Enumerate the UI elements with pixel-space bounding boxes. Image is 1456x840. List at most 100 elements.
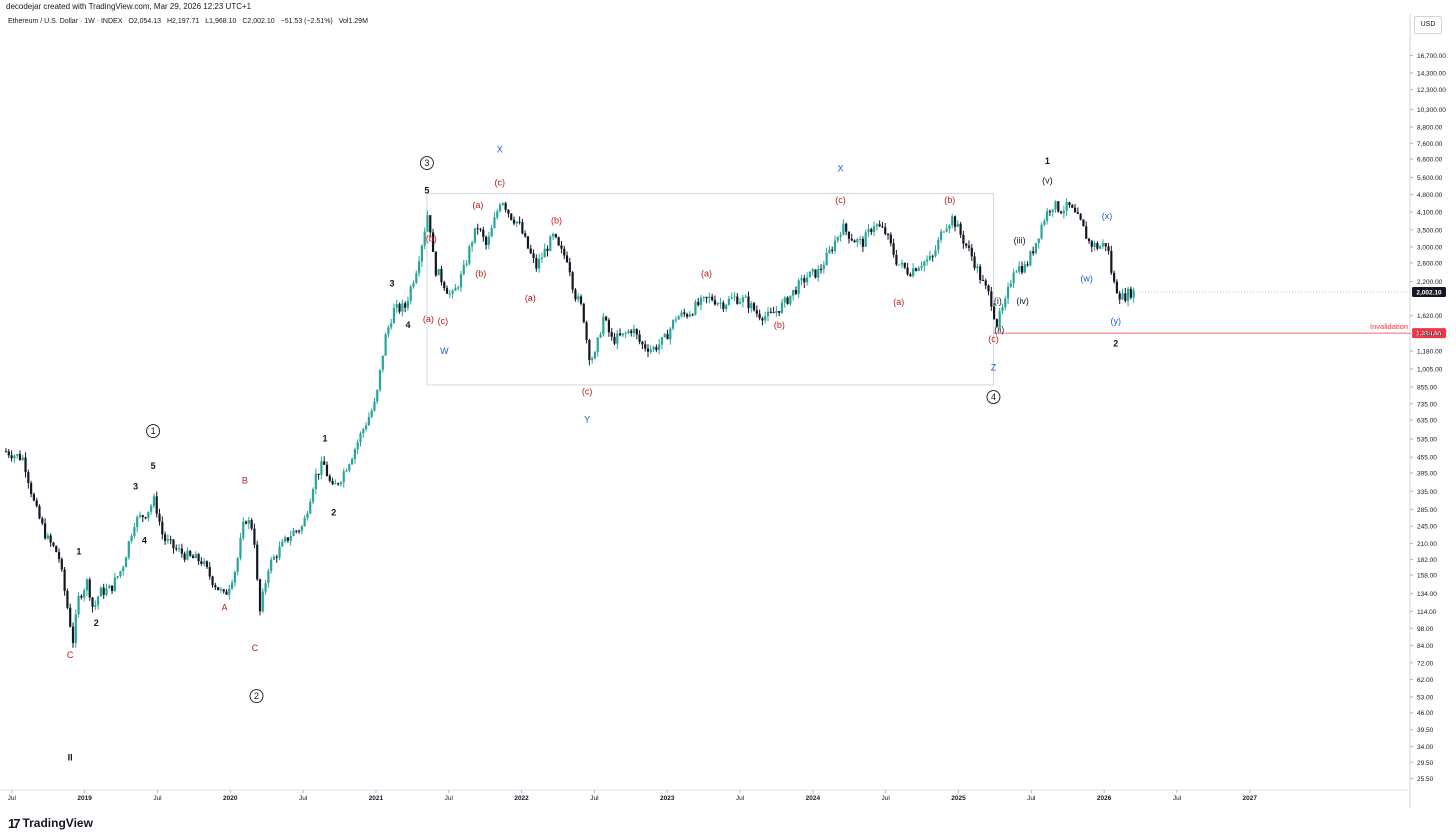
down-candle[interactable] xyxy=(646,344,650,358)
up-candle[interactable] xyxy=(1043,218,1046,227)
down-candle[interactable] xyxy=(752,301,756,312)
up-candle[interactable] xyxy=(239,532,242,561)
down-candle[interactable] xyxy=(847,231,851,244)
down-candle[interactable] xyxy=(1113,270,1116,284)
up-candle[interactable] xyxy=(1034,242,1038,255)
down-candle[interactable] xyxy=(476,223,479,235)
up-candle[interactable] xyxy=(839,231,842,242)
up-candle[interactable] xyxy=(311,487,315,505)
down-candle[interactable] xyxy=(630,329,633,337)
down-candle[interactable] xyxy=(819,264,823,274)
up-candle[interactable] xyxy=(621,333,624,338)
up-candle[interactable] xyxy=(1046,207,1049,225)
down-candle[interactable] xyxy=(953,215,957,232)
down-candle[interactable] xyxy=(861,236,865,252)
down-candle[interactable] xyxy=(41,516,44,526)
up-candle[interactable] xyxy=(817,264,820,282)
up-candle[interactable] xyxy=(242,517,245,541)
up-candle[interactable] xyxy=(473,228,477,245)
up-candle[interactable] xyxy=(451,289,454,299)
down-candle[interactable] xyxy=(736,293,739,305)
down-candle[interactable] xyxy=(43,518,47,540)
up-candle[interactable] xyxy=(660,336,664,350)
up-candle[interactable] xyxy=(998,307,1001,330)
down-candle[interactable] xyxy=(91,597,94,613)
up-candle[interactable] xyxy=(1051,209,1054,217)
up-candle[interactable] xyxy=(194,551,197,559)
down-candle[interactable] xyxy=(443,280,446,291)
up-candle[interactable] xyxy=(353,447,357,464)
up-candle[interactable] xyxy=(122,565,125,576)
down-candle[interactable] xyxy=(429,215,432,237)
up-candle[interactable] xyxy=(21,454,24,461)
down-candle[interactable] xyxy=(431,228,435,252)
up-candle[interactable] xyxy=(719,297,722,309)
down-candle[interactable] xyxy=(328,474,331,483)
down-candle[interactable] xyxy=(225,589,228,595)
down-candle[interactable] xyxy=(507,209,510,218)
up-candle[interactable] xyxy=(119,570,122,579)
down-candle[interactable] xyxy=(666,329,669,340)
up-candle[interactable] xyxy=(303,515,306,527)
down-candle[interactable] xyxy=(189,549,192,557)
up-candle[interactable] xyxy=(457,285,460,291)
down-candle[interactable] xyxy=(200,557,203,566)
up-candle[interactable] xyxy=(264,580,267,595)
up-candle[interactable] xyxy=(384,332,387,356)
up-candle[interactable] xyxy=(917,266,920,272)
up-candle[interactable] xyxy=(74,609,77,648)
down-candle[interactable] xyxy=(878,220,881,227)
down-candle[interactable] xyxy=(331,477,334,486)
up-candle[interactable] xyxy=(926,255,929,266)
up-candle[interactable] xyxy=(1037,238,1040,249)
up-candle[interactable] xyxy=(113,572,116,592)
up-candle[interactable] xyxy=(920,261,923,271)
down-candle[interactable] xyxy=(250,518,253,531)
down-candle[interactable] xyxy=(164,531,167,545)
up-candle[interactable] xyxy=(83,588,86,602)
up-candle[interactable] xyxy=(367,412,370,426)
down-candle[interactable] xyxy=(778,310,781,317)
up-candle[interactable] xyxy=(1006,282,1010,305)
up-candle[interactable] xyxy=(945,224,948,233)
up-candle[interactable] xyxy=(898,264,901,266)
down-candle[interactable] xyxy=(711,293,714,302)
down-candle[interactable] xyxy=(588,338,591,366)
down-candle[interactable] xyxy=(1087,237,1091,244)
symbol-name[interactable]: Ethereum / U.S. Dollar · 1W · INDEX xyxy=(8,18,123,25)
down-candle[interactable] xyxy=(222,588,225,594)
up-candle[interactable] xyxy=(680,309,683,318)
down-candle[interactable] xyxy=(565,251,569,264)
down-candle[interactable] xyxy=(510,213,513,221)
down-candle[interactable] xyxy=(973,252,976,271)
up-candle[interactable] xyxy=(381,355,384,373)
up-candle[interactable] xyxy=(733,291,736,301)
up-candle[interactable] xyxy=(976,263,979,274)
down-candle[interactable] xyxy=(546,245,549,257)
up-candle[interactable] xyxy=(596,337,599,357)
down-candle[interactable] xyxy=(574,288,577,302)
down-candle[interactable] xyxy=(967,240,971,252)
up-candle[interactable] xyxy=(230,579,234,591)
up-candle[interactable] xyxy=(1040,222,1043,240)
up-candle[interactable] xyxy=(632,324,636,338)
down-candle[interactable] xyxy=(35,497,38,508)
up-candle[interactable] xyxy=(406,296,410,311)
up-candle[interactable] xyxy=(356,439,359,455)
down-candle[interactable] xyxy=(256,540,259,581)
down-candle[interactable] xyxy=(10,450,13,462)
down-candle[interactable] xyxy=(870,227,873,236)
up-candle[interactable] xyxy=(599,331,602,339)
down-candle[interactable] xyxy=(853,239,856,243)
down-candle[interactable] xyxy=(69,603,72,628)
up-candle[interactable] xyxy=(738,298,742,305)
up-candle[interactable] xyxy=(376,389,379,405)
down-candle[interactable] xyxy=(38,504,41,520)
up-candle[interactable] xyxy=(94,600,97,611)
down-candle[interactable] xyxy=(52,541,55,548)
up-candle[interactable] xyxy=(928,250,932,261)
down-candle[interactable] xyxy=(571,271,574,294)
down-candle[interactable] xyxy=(995,318,998,328)
up-candle[interactable] xyxy=(956,220,959,227)
down-candle[interactable] xyxy=(582,303,585,324)
